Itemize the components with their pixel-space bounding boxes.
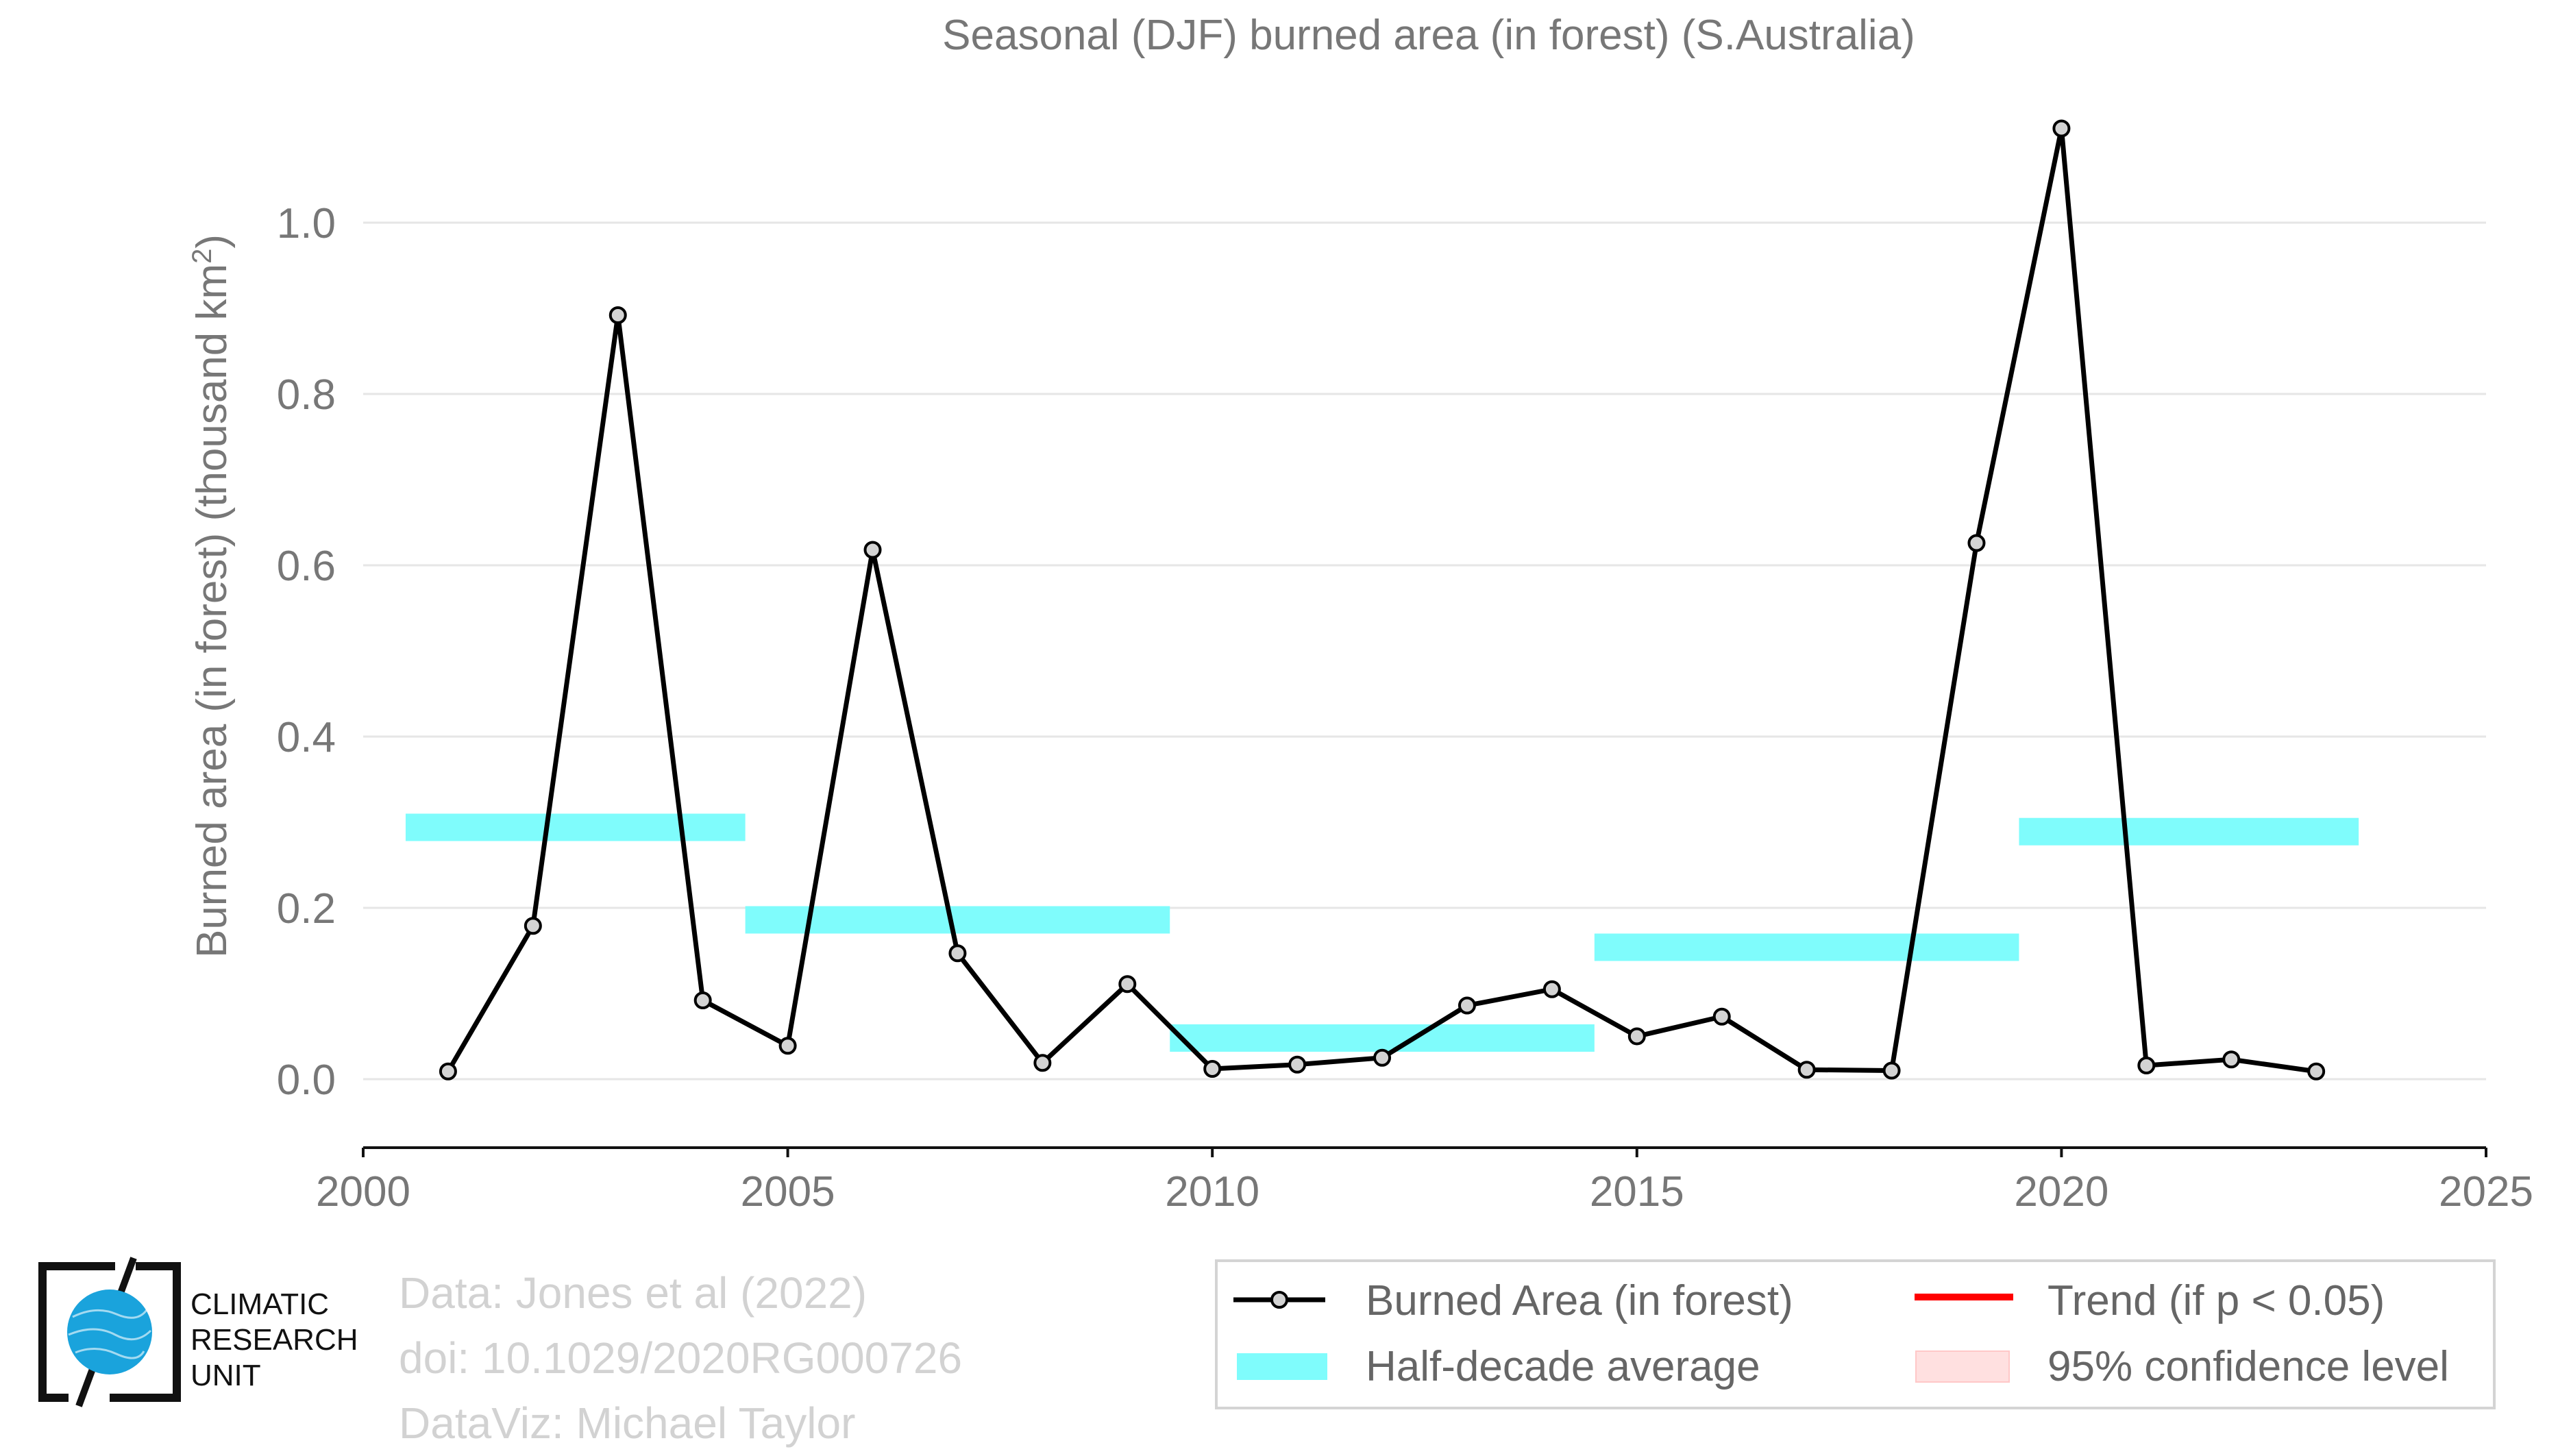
data-point [1118,975,1137,994]
half-decade-bands [405,813,2359,1052]
y-axis-label: Burned area (in forest) (thousand km2) [187,234,236,958]
y-tick-label: 0.2 [277,885,336,933]
logo-text: CLIMATIC RESEARCH UNIT [190,1287,358,1394]
data-point [1203,1060,1222,1078]
logo-text-line3: UNIT [190,1359,261,1392]
burned-area-series [439,119,2326,1081]
data-point [1882,1061,1901,1080]
legend-confidence-label: 95% confidence level [2047,1343,2449,1390]
logo-bracket-right [110,1262,181,1402]
x-tick-label: 2000 [316,1168,410,1216]
cru-logo [38,1257,181,1407]
half-decade-band [1594,933,2019,961]
credit-doi: doi: 10.1029/2020RG000726 [399,1333,963,1383]
data-credits: Data: Jones et al (2022) doi: 10.1029/20… [399,1261,962,1456]
logo-text-line1: CLIMATIC [190,1287,330,1321]
credit-dataviz: DataViz: Michael Taylor [399,1398,856,1448]
logo-text-line2: RESEARCH [190,1323,358,1357]
y-tick-label: 0.0 [277,1057,336,1104]
y-tick-labels: 0.0 0.2 0.4 0.6 0.8 1.0 [277,200,336,1104]
chart-title: Seasonal (DJF) burned area (in forest) (… [942,12,1915,59]
data-point [1967,534,1986,552]
data-point [524,917,542,935]
data-point [778,1037,797,1055]
data-point [1627,1027,1646,1046]
data-point [2222,1050,2241,1069]
legend-confidence-swatch [1915,1350,2010,1383]
x-tick-label: 2025 [2439,1168,2533,1216]
x-axis: 2000 2005 2010 2015 2020 2025 [316,1146,2533,1216]
data-point [948,944,967,963]
x-tick-label: 2020 [2014,1168,2108,1216]
data-point [1542,980,1561,998]
data-point [863,541,882,559]
data-point [2052,119,2071,138]
legend-box [1215,1259,2496,1409]
legend: Burned Area (in forest) Trend (if p < 0.… [1215,1259,2496,1409]
data-point [2137,1057,2156,1074]
x-tick-label: 2010 [1165,1168,1259,1216]
series-line [445,126,2317,1074]
data-point [1288,1055,1307,1074]
legend-half-decade-swatch [1237,1353,1327,1380]
legend-burned-area-marker [1270,1291,1288,1309]
data-point [1373,1048,1392,1067]
y-tick-label: 1.0 [277,200,336,247]
half-decade-band [745,906,1170,934]
half-decade-band [1170,1024,1595,1052]
y-tick-label: 0.4 [277,714,336,761]
data-point [693,991,712,1009]
legend-half-decade-label: Half-decade average [1366,1343,1760,1390]
legend-burned-area-label: Burned Area (in forest) [1366,1277,1793,1324]
data-point [608,306,627,324]
y-gridlines [363,221,2486,1081]
globe-contour-lines [68,1309,152,1359]
x-tick-label: 2015 [1590,1168,1684,1216]
half-decade-band [405,813,746,841]
data-point [439,1062,457,1081]
legend-trend-label: Trend (if p < 0.05) [2047,1277,2385,1324]
data-point [2307,1062,2326,1081]
credit-data-source: Data: Jones et al (2022) [399,1268,868,1318]
y-tick-label: 0.6 [277,543,336,590]
data-point [1712,1007,1731,1026]
data-point [1797,1061,1816,1079]
half-decade-band [2019,817,2359,846]
y-tick-label: 0.8 [277,371,336,419]
logo-bracket-left [38,1262,115,1402]
x-tick-label: 2005 [741,1168,835,1216]
data-point [1458,996,1476,1015]
data-point [1033,1054,1052,1072]
